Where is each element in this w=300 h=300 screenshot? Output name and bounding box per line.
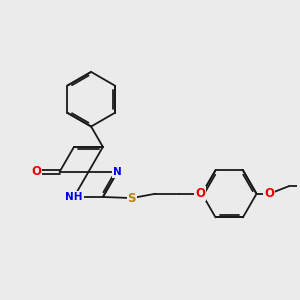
Text: NH: NH — [65, 192, 83, 202]
Text: O: O — [31, 165, 41, 178]
Text: S: S — [128, 192, 136, 205]
Text: O: O — [195, 187, 205, 200]
Text: O: O — [264, 187, 274, 200]
Text: N: N — [113, 167, 122, 177]
